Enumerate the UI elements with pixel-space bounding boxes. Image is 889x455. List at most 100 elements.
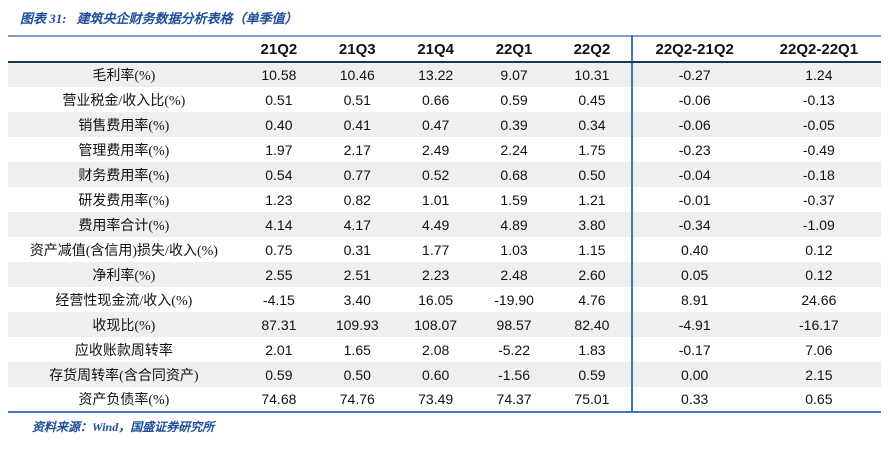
cell-22q1: 0.59 bbox=[500, 91, 528, 108]
cell-22q2-22q1: -16.17 bbox=[799, 316, 839, 333]
cell-22q2-21q2: 8.91 bbox=[630, 287, 757, 312]
cell-22q2: 3.80 bbox=[578, 216, 606, 233]
cell-22q2: 4.76 bbox=[578, 291, 606, 308]
source-note: 资料来源：Wind，国盛证券研究所 bbox=[32, 420, 215, 434]
cell-22q2-21q2: -0.23 bbox=[630, 137, 757, 162]
cell-21q3: 10.46 bbox=[339, 67, 375, 83]
cell-22q2-22q1: -0.18 bbox=[802, 166, 835, 183]
cell-21q3: 0.41 bbox=[343, 116, 371, 133]
cell-22q1: 98.57 bbox=[496, 316, 532, 333]
cell-21q2: 0.59 bbox=[265, 366, 293, 383]
cell-22q2-22q1: 0.12 bbox=[805, 266, 833, 283]
row-label: 销售费用率(%) bbox=[78, 118, 170, 134]
cell-22q2-22q1: 0.12 bbox=[805, 241, 833, 258]
table-row: 财务费用率(%) 0.54 0.77 0.52 0.68 0.50 -0.04 -0.18 bbox=[8, 162, 881, 187]
cell-21q3: 2.51 bbox=[343, 266, 371, 283]
row-label: 营业税金/收入比(%) bbox=[62, 93, 186, 109]
row-label: 管理费用率(%) bbox=[78, 143, 170, 159]
row-label: 应收账款周转率 bbox=[74, 343, 173, 359]
cell-22q2-22q1: -0.13 bbox=[802, 91, 835, 108]
cell-21q2: 2.55 bbox=[265, 266, 293, 283]
cell-22q2: 82.40 bbox=[574, 316, 610, 333]
cell-22q2: 2.60 bbox=[578, 266, 606, 283]
figure-title-text: 建筑央企财务数据分析表格（单季值） bbox=[76, 11, 298, 26]
cell-21q2: 0.51 bbox=[265, 91, 293, 108]
cell-22q2: 1.75 bbox=[578, 141, 606, 158]
cell-22q2-22q1: 1.24 bbox=[805, 67, 833, 83]
column-header-21q3: 21Q3 bbox=[318, 36, 397, 63]
cell-22q1: 4.89 bbox=[500, 216, 528, 233]
cell-21q2: 74.68 bbox=[261, 391, 297, 407]
cell-21q2: 87.31 bbox=[261, 316, 297, 333]
cell-22q2-21q2: -0.04 bbox=[630, 162, 757, 187]
cell-21q2: 0.75 bbox=[265, 241, 293, 258]
cell-22q2-21q2: -0.27 bbox=[630, 62, 757, 87]
row-label: 资产减值(含信用)损失/收入(%) bbox=[29, 243, 218, 259]
cell-22q2-22q1: 7.06 bbox=[805, 341, 833, 358]
cell-21q2: 0.40 bbox=[265, 116, 293, 133]
row-label: 净利率(%) bbox=[92, 268, 156, 284]
cell-21q2: 10.58 bbox=[261, 67, 297, 83]
row-label: 毛利率(%) bbox=[92, 69, 156, 84]
cell-21q4: 1.01 bbox=[422, 191, 450, 208]
cell-21q4: 0.52 bbox=[422, 166, 450, 183]
cell-21q4: 2.49 bbox=[422, 141, 450, 158]
cell-21q3: 0.82 bbox=[343, 191, 371, 208]
cell-22q2-22q1: 0.65 bbox=[805, 391, 833, 407]
table-row: 销售费用率(%) 0.40 0.41 0.47 0.39 0.34 -0.06 -0.05 bbox=[8, 112, 881, 137]
column-header-21q2: 21Q2 bbox=[239, 36, 319, 63]
cell-21q3: 74.76 bbox=[339, 391, 375, 407]
row-label: 费用率合计(%) bbox=[78, 218, 170, 234]
cell-22q2-21q2: 0.00 bbox=[630, 362, 757, 387]
cell-22q2: 1.15 bbox=[578, 241, 606, 258]
cell-21q4: 4.49 bbox=[422, 216, 450, 233]
cell-22q2-21q2: -4.91 bbox=[630, 312, 757, 337]
row-label: 财务费用率(%) bbox=[78, 168, 170, 184]
cell-22q2: 1.21 bbox=[578, 191, 606, 208]
row-label: 资产负债率(%) bbox=[78, 393, 170, 408]
cell-22q2-21q2: 0.05 bbox=[630, 262, 757, 287]
cell-21q2: 2.01 bbox=[265, 341, 293, 358]
cell-21q4: 0.60 bbox=[422, 366, 450, 383]
cell-21q3: 0.50 bbox=[343, 366, 371, 383]
table-row: 经营性现金流/收入(%) -4.15 3.40 16.05 -19.90 4.76 8.91… bbox=[8, 287, 881, 312]
cell-21q3: 1.65 bbox=[343, 341, 371, 358]
cell-21q4: 108.07 bbox=[414, 316, 458, 333]
cell-22q2-22q1: -0.05 bbox=[802, 116, 835, 133]
cell-22q2-21q2: -0.06 bbox=[630, 87, 757, 112]
cell-21q4: 2.23 bbox=[422, 266, 450, 283]
column-header-21q4: 21Q4 bbox=[396, 36, 475, 63]
figure-title: 图表 31: 建筑央企财务数据分析表格（单季值） bbox=[0, 0, 889, 28]
cell-21q3: 0.51 bbox=[343, 91, 371, 108]
table-row: 收现比(%) 87.31 109.93 108.07 98.57 82.40 -4.91 -1… bbox=[8, 312, 881, 337]
table-row: 毛利率(%) 10.58 10.46 13.22 9.07 10.31 -0.27 1.24 bbox=[8, 62, 881, 87]
cell-21q3: 3.40 bbox=[343, 291, 371, 308]
cell-22q2-21q2: -0.17 bbox=[630, 337, 757, 362]
row-label: 经营性现金流/收入(%) bbox=[55, 293, 193, 309]
cell-22q1: 74.37 bbox=[496, 391, 532, 407]
table-row: 资产减值(含信用)损失/收入(%) 0.75 0.31 1.77 1.03 1.15 0.4… bbox=[8, 237, 881, 262]
cell-22q2: 10.31 bbox=[574, 67, 610, 83]
cell-21q4: 16.05 bbox=[418, 291, 454, 308]
cell-22q2: 0.50 bbox=[578, 166, 606, 183]
cell-22q2-22q1: -0.37 bbox=[802, 191, 835, 208]
cell-22q1: 1.59 bbox=[500, 191, 528, 208]
column-header-22q2-21q2: 22Q2-21Q2 bbox=[630, 36, 757, 63]
cell-21q4: 73.49 bbox=[418, 391, 454, 407]
cell-22q2: 75.01 bbox=[574, 391, 610, 407]
cell-22q1: 2.24 bbox=[500, 141, 528, 158]
cell-22q1: 2.48 bbox=[500, 266, 528, 283]
cell-22q2-21q2: -0.34 bbox=[630, 212, 757, 237]
cell-22q2-22q1: 24.66 bbox=[801, 291, 837, 308]
cell-21q3: 0.31 bbox=[343, 241, 371, 258]
cell-21q2: -4.15 bbox=[262, 291, 295, 308]
cell-22q2: 1.83 bbox=[578, 341, 606, 358]
table-row: 研发费用率(%) 1.23 0.82 1.01 1.59 1.21 -0.01 -0.37 bbox=[8, 187, 881, 212]
row-label: 研发费用率(%) bbox=[78, 193, 170, 209]
table-row: 存货周转率(含合同资产) 0.59 0.50 0.60 -1.56 0.59 0.00 2.1… bbox=[8, 362, 881, 387]
cell-21q4: 0.47 bbox=[422, 116, 450, 133]
cell-21q2: 0.54 bbox=[265, 166, 293, 183]
cell-21q2: 1.23 bbox=[265, 191, 293, 208]
cell-21q3: 0.77 bbox=[343, 166, 371, 183]
